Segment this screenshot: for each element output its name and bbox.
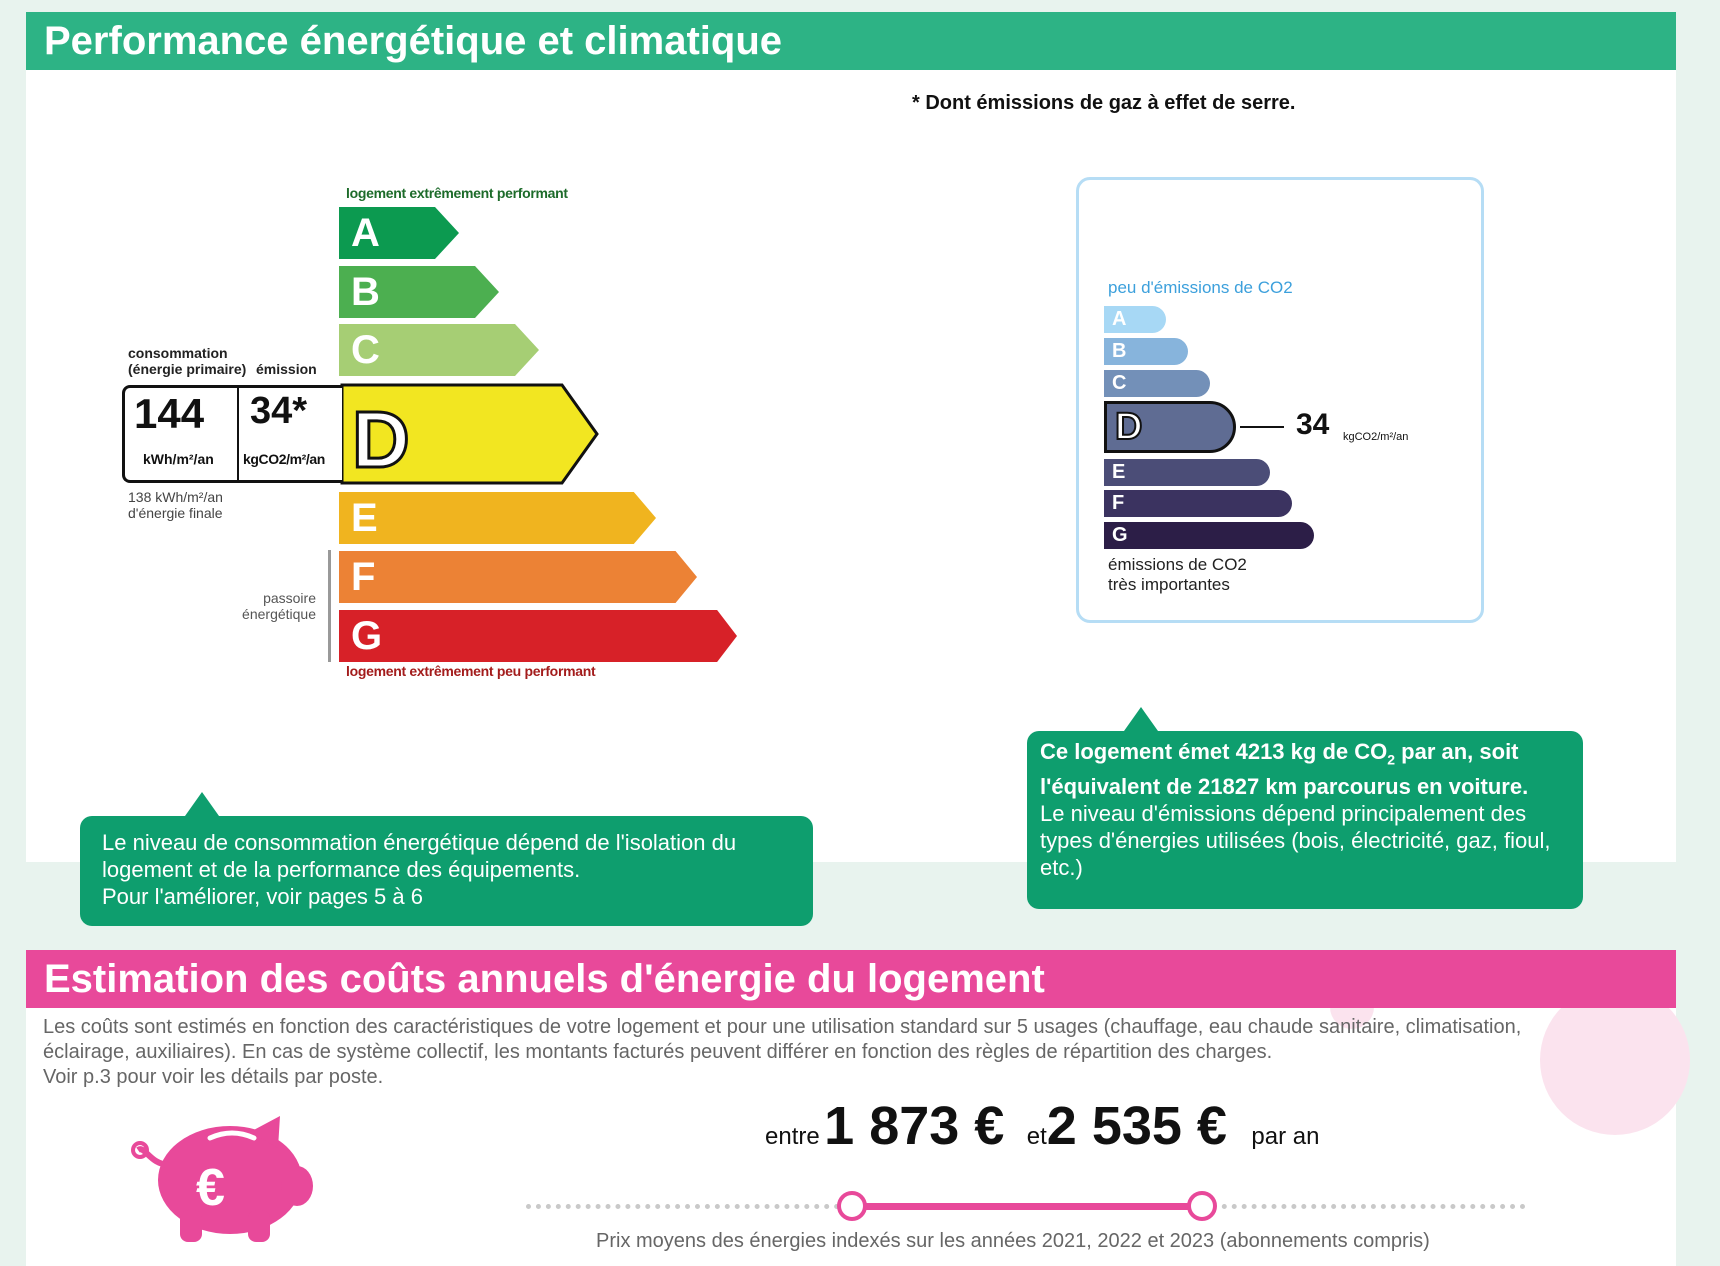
costs-description: Les coûts sont estimés en fonction des c… [43, 1016, 1522, 1088]
piggy-bank-euro-icon: € [131, 1116, 313, 1242]
energy-class-g: G [339, 610, 737, 662]
svg-text:€: € [196, 1159, 225, 1217]
values-divider [237, 388, 239, 480]
price-note: Prix moyens des énergies indexés sur les… [596, 1230, 1430, 1252]
energy-values-box [122, 385, 342, 483]
consumption-value: 144 [134, 390, 205, 437]
passoire-bracket [328, 550, 331, 662]
energy-class-d-current: D [340, 383, 599, 485]
cost-high: 2 535 € [1046, 1096, 1227, 1156]
energy-class-f: F [339, 551, 697, 603]
ghg-footnote: * Dont émissions de gaz à effet de serre… [912, 92, 1296, 114]
co2-value-connector [1240, 426, 1284, 428]
cost-between: entre [765, 1123, 820, 1150]
co2-bottom-caption: émissions de CO2 très importantes [1108, 555, 1247, 594]
cost-range-fill [851, 1203, 1200, 1210]
energy-class-c: C [339, 324, 539, 376]
co2-class-g: G [1104, 522, 1314, 549]
co2-top-caption: peu d'émissions de CO2 [1108, 278, 1293, 297]
energy-info-bubble: Le niveau de consommation énergétique dé… [80, 792, 813, 926]
emission-unit: kgCO2/m²/an [243, 451, 325, 467]
co2-info-bubble: Ce logement émet 4213 kg de CO2 par an, … [1027, 707, 1583, 909]
co2-class-e: E [1104, 459, 1270, 486]
co2-class-a: A [1104, 306, 1166, 333]
cost-range: entre 1 873 € et2 535 € par an [765, 1095, 1319, 1157]
cost-and: et [1026, 1123, 1047, 1150]
costs-title: Estimation des coûts annuels d'énergie d… [26, 950, 1676, 1008]
cost-low: 1 873 € [824, 1096, 1005, 1156]
energy-top-caption: logement extrêmement performant [346, 185, 568, 201]
co2-value: 34 [1296, 408, 1330, 441]
energy-bottom-caption: logement extrêmement peu performant [346, 663, 596, 679]
energy-class-a: A [339, 207, 459, 259]
consumption-unit: kWh/m²/an [143, 451, 214, 467]
cost-per-year: par an [1251, 1123, 1320, 1150]
co2-info-text: Le niveau d'émissions dépend principalem… [1040, 801, 1551, 881]
emission-header: émission [256, 361, 317, 377]
co2-unit: kgCO2/m²/an [1343, 431, 1409, 443]
co2-class-f: F [1104, 490, 1292, 517]
cost-range-low-knob [837, 1191, 867, 1221]
emission-value: 34* [250, 390, 308, 432]
co2-info-bold: Ce logement émet 4213 kg de CO2 par an, … [1040, 739, 1529, 800]
cost-range-high-knob [1187, 1191, 1217, 1221]
passoire-label: passoire énergétique [242, 590, 316, 622]
performance-title: Performance énergétique et climatique [26, 12, 1676, 70]
energy-class-b: B [339, 266, 499, 318]
co2-class-c: C [1104, 370, 1210, 397]
decorative-circle [1540, 985, 1690, 1135]
consumption-header: consommation (énergie primaire) [128, 345, 247, 377]
co2-class-d-current: D [1104, 401, 1236, 453]
final-energy-note: 138 kWh/m²/an d'énergie finale [128, 489, 223, 521]
co2-class-b: B [1104, 338, 1188, 365]
energy-class-d-letter: D [352, 395, 410, 484]
energy-class-e: E [339, 492, 656, 544]
